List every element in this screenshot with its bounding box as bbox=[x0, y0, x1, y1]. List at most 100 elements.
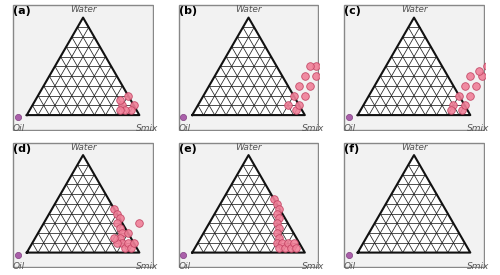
FancyBboxPatch shape bbox=[344, 5, 484, 130]
Point bbox=[306, 84, 314, 88]
Text: Smix: Smix bbox=[302, 124, 324, 133]
Polygon shape bbox=[358, 18, 470, 115]
Text: Water: Water bbox=[235, 5, 262, 14]
Point bbox=[130, 241, 138, 245]
Polygon shape bbox=[192, 18, 305, 115]
Point bbox=[276, 226, 283, 230]
Text: (d): (d) bbox=[14, 144, 32, 154]
Point bbox=[276, 216, 283, 221]
Point bbox=[113, 241, 121, 245]
FancyBboxPatch shape bbox=[344, 143, 484, 267]
Text: Smix: Smix bbox=[467, 124, 489, 133]
Text: Smix: Smix bbox=[302, 262, 324, 271]
Point bbox=[276, 207, 283, 211]
Point bbox=[179, 115, 187, 120]
Point bbox=[478, 74, 486, 78]
Point bbox=[122, 108, 130, 112]
Polygon shape bbox=[358, 155, 470, 253]
FancyBboxPatch shape bbox=[178, 143, 318, 267]
Point bbox=[272, 202, 280, 206]
Text: Oil: Oil bbox=[178, 262, 190, 271]
Point bbox=[130, 103, 138, 108]
Polygon shape bbox=[27, 18, 140, 115]
Point bbox=[472, 84, 480, 88]
Point bbox=[122, 246, 130, 250]
Point bbox=[344, 253, 352, 257]
Point bbox=[292, 246, 300, 250]
Text: Water: Water bbox=[235, 143, 262, 152]
Point bbox=[113, 221, 121, 226]
Text: Oil: Oil bbox=[344, 262, 356, 271]
Text: Smix: Smix bbox=[467, 262, 489, 271]
Polygon shape bbox=[27, 155, 140, 253]
Point bbox=[306, 64, 314, 68]
Point bbox=[14, 115, 22, 120]
Point bbox=[118, 103, 126, 108]
Text: (b): (b) bbox=[178, 6, 197, 16]
Point bbox=[284, 241, 292, 245]
Text: Water: Water bbox=[400, 143, 427, 152]
Point bbox=[290, 94, 298, 98]
Point bbox=[272, 241, 280, 245]
Point bbox=[344, 115, 352, 120]
Text: (f): (f) bbox=[344, 144, 360, 154]
Point bbox=[312, 64, 320, 68]
Point bbox=[287, 246, 295, 250]
Point bbox=[301, 74, 309, 78]
Point bbox=[124, 94, 132, 98]
Point bbox=[272, 221, 280, 226]
FancyBboxPatch shape bbox=[14, 143, 153, 267]
Point bbox=[450, 103, 458, 108]
Point bbox=[292, 108, 300, 112]
Point bbox=[113, 211, 121, 216]
Point bbox=[116, 98, 124, 103]
Point bbox=[295, 84, 303, 88]
Text: Water: Water bbox=[70, 5, 96, 14]
Text: (a): (a) bbox=[14, 6, 31, 16]
Point bbox=[284, 103, 292, 108]
Point bbox=[136, 221, 143, 226]
Text: Water: Water bbox=[70, 143, 96, 152]
FancyBboxPatch shape bbox=[178, 5, 318, 130]
Point bbox=[466, 74, 474, 78]
Polygon shape bbox=[192, 155, 305, 253]
Point bbox=[116, 108, 124, 112]
Point bbox=[446, 108, 454, 112]
Point bbox=[295, 103, 303, 108]
Point bbox=[460, 103, 468, 108]
Point bbox=[179, 253, 187, 257]
Point bbox=[312, 74, 320, 78]
Point bbox=[118, 241, 126, 245]
Point bbox=[474, 69, 482, 73]
Point bbox=[458, 108, 466, 112]
Point bbox=[301, 94, 309, 98]
Point bbox=[483, 64, 491, 68]
Text: Smix: Smix bbox=[136, 124, 158, 133]
Point bbox=[320, 59, 328, 64]
Text: (e): (e) bbox=[178, 144, 196, 154]
Text: Smix: Smix bbox=[136, 262, 158, 271]
Point bbox=[276, 246, 283, 250]
Point bbox=[127, 108, 135, 112]
Point bbox=[118, 231, 126, 235]
Point bbox=[116, 226, 124, 230]
Point bbox=[110, 207, 118, 211]
Text: Oil: Oil bbox=[13, 262, 25, 271]
Text: Water: Water bbox=[400, 5, 427, 14]
Text: Oil: Oil bbox=[13, 124, 25, 133]
Point bbox=[290, 241, 298, 245]
Text: Oil: Oil bbox=[178, 124, 190, 133]
Point bbox=[116, 216, 124, 221]
Point bbox=[124, 241, 132, 245]
Point bbox=[466, 94, 474, 98]
Point bbox=[110, 236, 118, 240]
Point bbox=[278, 241, 286, 245]
Point bbox=[124, 231, 132, 235]
Point bbox=[281, 246, 289, 250]
FancyBboxPatch shape bbox=[14, 5, 153, 130]
Point bbox=[455, 94, 463, 98]
Text: Oil: Oil bbox=[344, 124, 356, 133]
Point bbox=[272, 211, 280, 216]
Point bbox=[460, 84, 468, 88]
Point bbox=[276, 236, 283, 240]
